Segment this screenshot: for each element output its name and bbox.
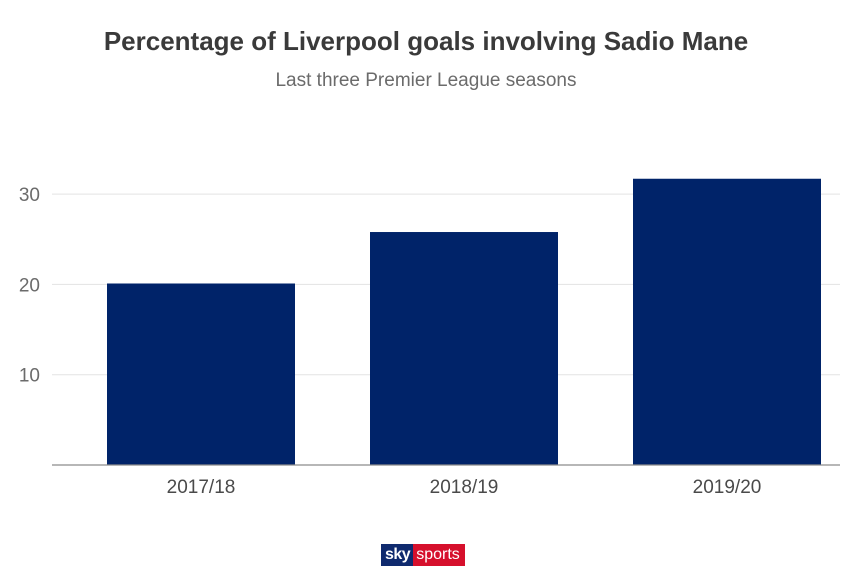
- x-tick-label: 2018/19: [430, 477, 499, 498]
- sky-sports-logo: sky sports: [381, 544, 465, 566]
- x-tick-label: 2019/20: [693, 477, 762, 498]
- bar: [370, 232, 558, 465]
- y-tick-label: 20: [19, 275, 40, 296]
- y-tick-label: 10: [19, 366, 40, 387]
- logo-sports: sports: [413, 544, 465, 566]
- chart-title: Percentage of Liverpool goals involving …: [103, 26, 749, 56]
- chart-subtitle: Last three Premier League seasons: [275, 70, 577, 91]
- bar: [633, 178, 821, 465]
- y-tick-label: 30: [19, 185, 40, 206]
- bar: [107, 283, 295, 465]
- x-tick-label: 2017/18: [167, 477, 236, 498]
- logo-sky: sky: [381, 544, 414, 566]
